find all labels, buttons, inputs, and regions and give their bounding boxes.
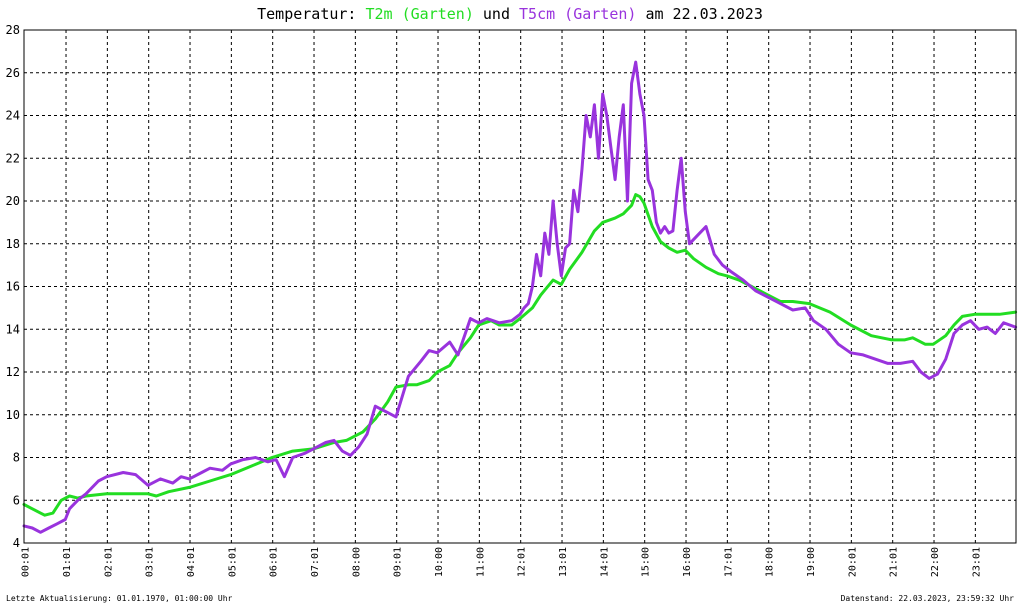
title-prefix: Temperatur: <box>257 5 366 23</box>
y-tick-label-24: 24 <box>6 109 20 123</box>
x-tick-label-10: 10:00 <box>434 547 445 577</box>
y-tick-label-12: 12 <box>6 365 20 379</box>
frame-layer <box>23 29 1017 544</box>
x-tick-label-20: 20:01 <box>847 547 858 577</box>
x-tick-label-17: 17:01 <box>723 547 734 577</box>
title-series2: T5cm (Garten) <box>519 5 637 23</box>
label-layer: 4 6 8 10 12 14 16 18 20 22 24 26 28 00:01 01:01 02:01 03… <box>6 23 983 577</box>
x-tick-label-13: 13:01 <box>558 547 569 577</box>
y-tick-label-4: 4 <box>13 536 20 550</box>
x-tick-label-7: 07:01 <box>310 547 321 577</box>
chart-title: Temperatur: T2m (Garten) und T5cm (Garte… <box>0 5 1020 23</box>
x-tick-label-3: 03:01 <box>145 547 156 577</box>
x-tick-label-21: 21:01 <box>889 547 900 577</box>
x-tick-label-15: 15:00 <box>641 547 652 577</box>
title-suffix: am 22.03.2023 <box>636 5 763 23</box>
y-tick-label-10: 10 <box>6 408 20 422</box>
x-tick-label-12: 12:01 <box>517 547 528 577</box>
plot-frame <box>23 29 1017 544</box>
series-line-t5cm <box>22 60 1018 534</box>
y-tick-label-26: 26 <box>6 66 20 80</box>
y-tick-label-14: 14 <box>6 322 20 336</box>
x-tick-label-6: 06:01 <box>269 547 280 577</box>
x-tick-label-14: 14:01 <box>599 547 610 577</box>
y-tick-label-18: 18 <box>6 237 20 251</box>
title-connector: und <box>473 5 520 23</box>
y-tick-label-28: 28 <box>6 23 20 37</box>
x-tick-label-4: 04:01 <box>186 547 197 577</box>
title-series1: T2m (Garten) <box>365 5 474 23</box>
y-tick-label-20: 20 <box>6 194 20 208</box>
x-tick-label-0: 00:01 <box>21 547 32 577</box>
series-layer <box>22 60 1018 534</box>
series-line-t2m <box>22 193 1018 517</box>
grid-layer <box>24 30 1016 543</box>
x-tick-label-22: 22:00 <box>930 547 941 577</box>
x-tick-label-8: 08:00 <box>351 547 362 577</box>
x-tick-label-1: 01:01 <box>62 547 73 577</box>
x-tick-label-23: 23:01 <box>971 547 982 577</box>
y-tick-label-16: 16 <box>6 280 20 294</box>
x-tick-label-9: 09:01 <box>393 547 404 577</box>
x-tick-label-2: 02:01 <box>103 547 114 577</box>
y-tick-label-6: 6 <box>13 493 20 507</box>
x-tick-label-11: 11:00 <box>475 547 486 577</box>
y-tick-label-8: 8 <box>13 451 20 465</box>
x-tick-label-19: 19:00 <box>806 547 817 577</box>
y-tick-label-22: 22 <box>6 151 20 165</box>
x-tick-label-16: 16:00 <box>682 547 693 577</box>
x-tick-label-18: 18:00 <box>765 547 776 577</box>
x-tick-label-5: 05:01 <box>227 547 238 577</box>
last-update-text: Letzte Aktualisierung: 01.01.1970, 01:00… <box>6 594 233 603</box>
data-timestamp-text: Datenstand: 22.03.2023, 23:59:32 Uhr <box>840 594 1014 603</box>
